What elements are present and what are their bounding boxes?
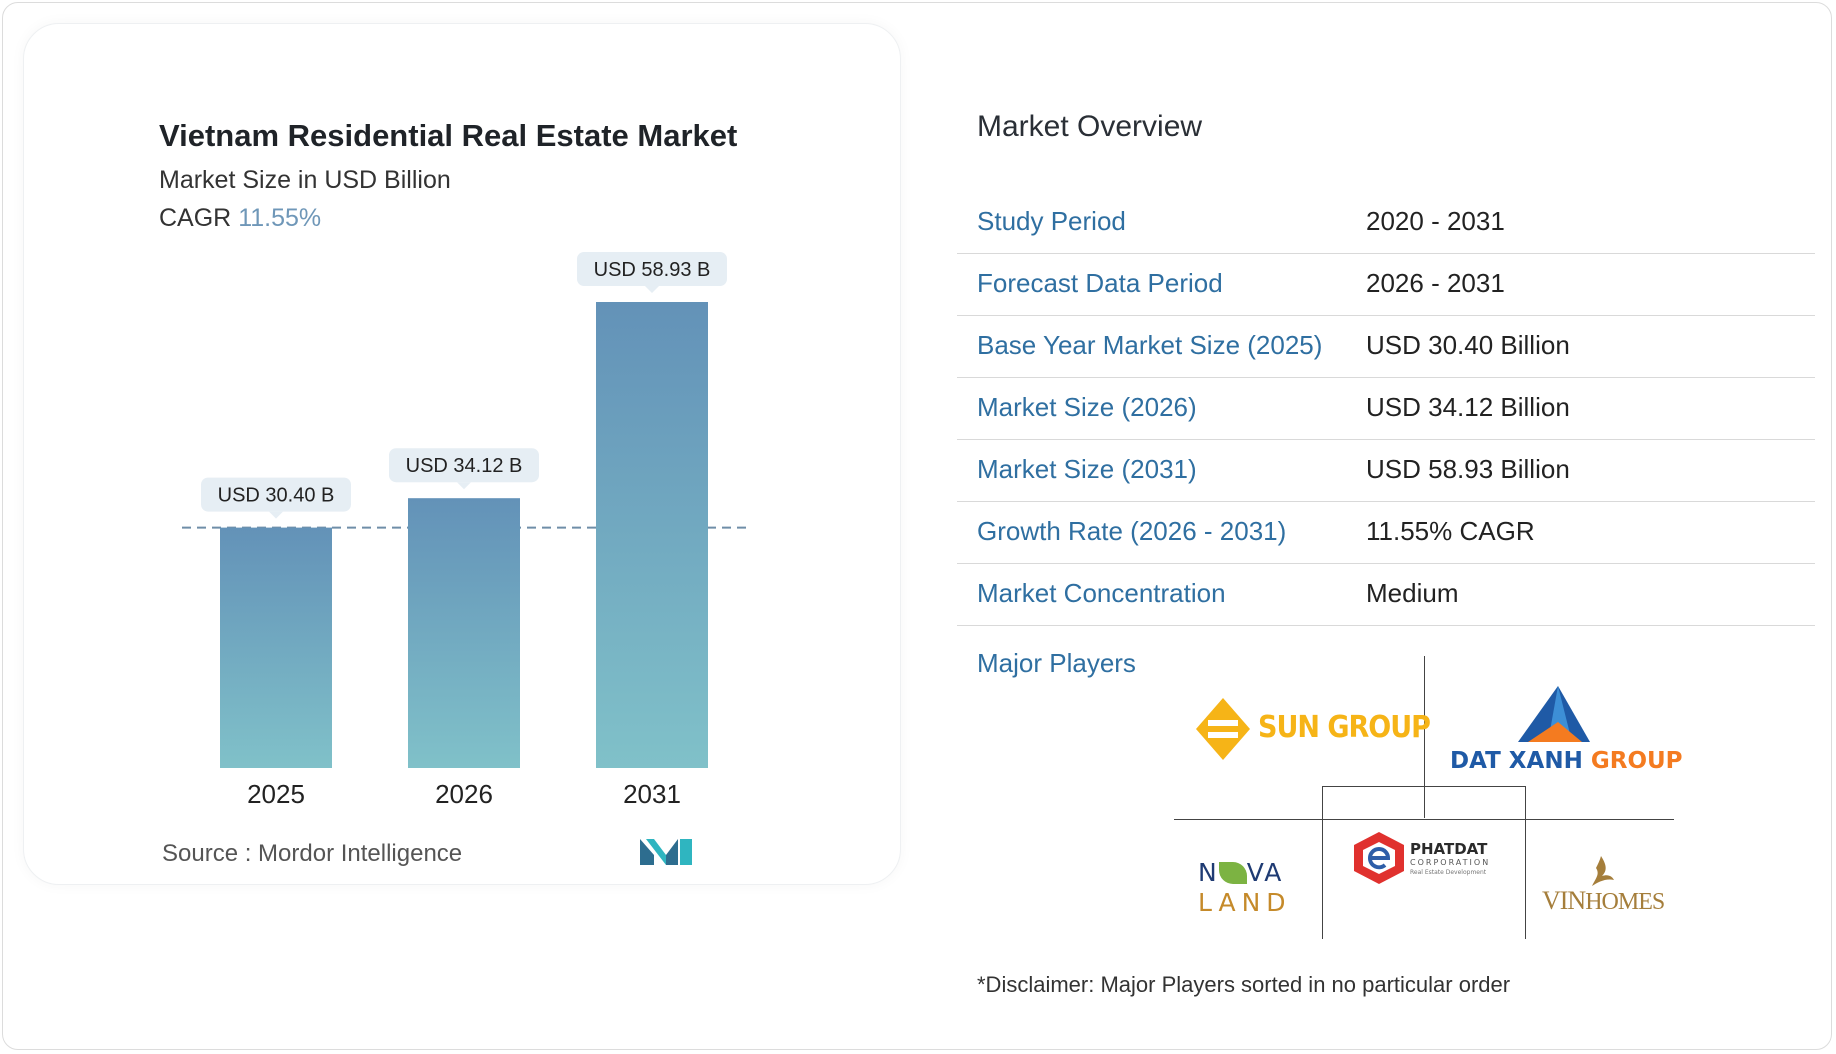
mordor-intelligence-logo-icon [640,839,692,865]
x-tick-label: 2026 [435,779,493,809]
dat-xanh-word: DAT XANH [1450,748,1583,774]
data-label: USD 34.12 B [406,455,523,477]
phatdat-logo-icon [1354,832,1404,884]
nova-va: VA [1246,858,1284,887]
chart-title: Vietnam Residential Real Estate Market [159,118,738,153]
land-text: LAND [1198,888,1292,917]
data-label-pointer [457,482,471,490]
cagr-label: CAGR [159,204,232,232]
row-value: USD 58.93 Billion [1366,454,1570,484]
nova-leaf-icon [1218,862,1247,884]
row-value: 2020 - 2031 [1366,206,1505,236]
bar-chart: USD 30.40 B 2025 USD 34.12 B 2026 USD 58.93 … [182,252,752,809]
row-label: Market Size (2031) [977,454,1197,484]
cagr-line: CAGR 11.55% [159,204,321,233]
vinhomes-vin: VIN [1542,886,1586,915]
overview-title: Market Overview [977,110,1203,143]
bar-2031 [596,302,708,768]
data-label-pill [389,448,539,483]
data-label-pointer [269,511,283,519]
row-label: Forecast Data Period [977,268,1223,298]
dat-xanh-logo-icon [1518,686,1590,742]
nova-n: N [1198,858,1219,887]
vinhomes-homes: HOMES [1585,889,1665,915]
cagr-value: 11.55% [238,204,322,232]
x-tick-label: 2025 [247,779,305,809]
bar-2025 [220,527,332,768]
disclaimer: *Disclaimer: Major Players sorted in no … [977,972,1511,997]
row-label: Market Size (2026) [977,392,1197,422]
phatdat-tagline: Real Estate Development [1410,869,1487,876]
data-label-pill [577,252,727,286]
row-label: Base Year Market Size (2025) [977,330,1323,360]
vinhomes-bird-icon [1592,856,1614,886]
table-row: Forecast Data Period 2026 - 2031 [957,254,1815,316]
source-text: Source : Mordor Intelligence [162,840,463,867]
data-label-pointer [645,286,659,293]
table-row: Market Size (2026) USD 34.12 Billion [957,378,1815,440]
chart-subtitle: Market Size in USD Billion [159,166,451,194]
sun-group-text: SUN GROUP [1258,710,1431,745]
row-label: Study Period [977,206,1126,236]
data-label: USD 30.40 B [218,485,335,507]
table-row: Market Concentration Medium [957,564,1815,626]
row-label: Market Concentration [977,578,1226,608]
players-center-box [1322,786,1526,939]
nova-text: N VA [1198,858,1283,887]
phatdat-name: PHATDAT [1410,840,1488,858]
row-value: Medium [1366,578,1459,608]
sun-group-logo-icon [1196,698,1250,760]
row-value: 2026 - 2031 [1366,268,1505,298]
data-label-pill [201,477,351,512]
dat-xanh-text: DAT XANH GROUP [1450,748,1683,774]
row-value: 11.55% CAGR [1366,516,1535,546]
phatdat-corp: CORPORATION [1410,858,1491,867]
bar-2026 [408,498,520,768]
overview-table: Study Period 2020 - 2031 Forecast Data P… [957,192,1815,626]
row-label: Growth Rate (2026 - 2031) [977,516,1287,546]
data-label: USD 58.93 B [594,259,711,281]
row-value: USD 30.40 Billion [1366,330,1570,360]
dat-xanh-group-word: GROUP [1582,748,1683,774]
table-row: Market Size (2031) USD 58.93 Billion [957,440,1815,502]
major-players-label: Major Players [977,648,1136,678]
players-divider [1424,656,1425,818]
players-divider [1174,819,1674,820]
row-value: USD 34.12 Billion [1366,392,1570,422]
table-row: Study Period 2020 - 2031 [957,192,1815,254]
table-row: Growth Rate (2026 - 2031) 11.55% CAGR [957,502,1815,564]
x-tick-label: 2031 [623,779,681,809]
vinhomes-text: VINHOMES [1542,886,1665,916]
table-row: Base Year Market Size (2025) USD 30.40 B… [957,316,1815,378]
